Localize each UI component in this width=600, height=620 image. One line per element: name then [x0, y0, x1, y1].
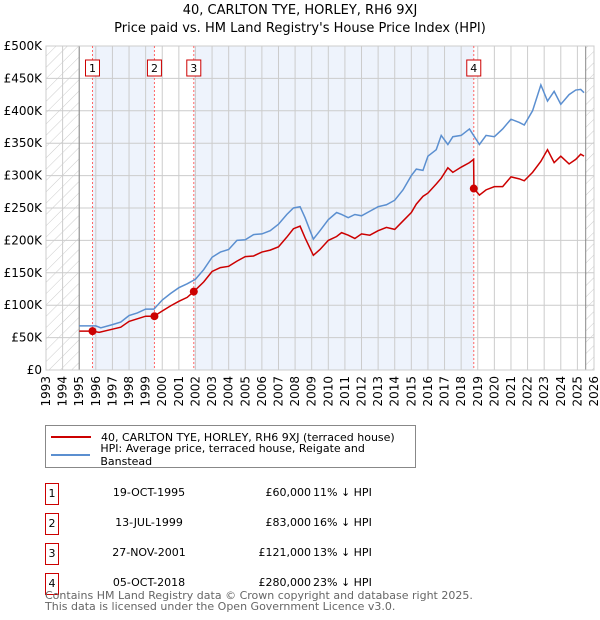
- x-tick-label: 2013: [371, 376, 385, 407]
- y-tick-label: £500K: [4, 39, 44, 53]
- x-tick-label: 2002: [188, 376, 202, 407]
- y-tick-label: £200K: [4, 233, 44, 247]
- x-tick-label: 2014: [388, 376, 402, 407]
- legend: 40, CARLTON TYE, HORLEY, RH6 9XJ (terrac…: [45, 425, 416, 468]
- sale-point: [469, 184, 478, 193]
- x-tick-label: 2009: [305, 376, 319, 407]
- legend-item-property: 40, CARLTON TYE, HORLEY, RH6 9XJ (terrac…: [51, 429, 395, 445]
- x-tick-label: 2005: [238, 376, 252, 407]
- sale-price: £83,000: [265, 516, 312, 529]
- x-tick-label: 2023: [537, 376, 551, 407]
- x-tick-label: 1998: [122, 376, 136, 407]
- legend-label: HPI: Average price, terraced house, Reig…: [100, 442, 365, 468]
- legend-swatch-red: [51, 436, 91, 438]
- sale-date: 13-JUL-1999: [115, 516, 183, 529]
- price-paid-line: [79, 148, 585, 334]
- x-tick-label: 2022: [521, 376, 535, 407]
- sale-point: [150, 312, 159, 321]
- sale-label-box: [186, 59, 202, 77]
- footer: Contains HM Land Registry data © Crown c…: [45, 590, 473, 612]
- x-tick-label: 2016: [421, 376, 435, 407]
- x-tick-label: 2024: [554, 376, 568, 407]
- sale-date: 19-OCT-1995: [112, 486, 186, 499]
- x-tick-label: 2010: [321, 376, 335, 407]
- legend-label: 40, CARLTON TYE, HORLEY, RH6 9XJ (terrac…: [101, 430, 395, 444]
- y-tick-label: £450K: [4, 71, 44, 85]
- x-tick-label: 2003: [205, 376, 219, 407]
- sale-hpi-diff: 23% ↓ HPI: [313, 576, 372, 589]
- legend-item-hpi: HPI: Average price, terraced house, Reig…: [51, 442, 415, 468]
- x-tick-label: 1993: [39, 376, 53, 407]
- x-tick-label: 1999: [139, 376, 153, 407]
- x-tick-label: 2021: [504, 376, 518, 407]
- x-tick-label: 2026: [587, 376, 600, 407]
- y-tick-label: £250K: [4, 201, 44, 215]
- price-chart: 1993 1994 1995 1996 1997 1998 1999 2000 2001 2002…: [4, 39, 600, 407]
- sale-hpi-diff: 13% ↓ HPI: [313, 546, 372, 559]
- footer-line: This data is licensed under the Open Gov…: [45, 600, 396, 613]
- y-tick-label: £100K: [4, 298, 44, 312]
- x-tick-label: 2020: [487, 376, 501, 407]
- x-tick-label: 2006: [255, 376, 269, 407]
- sale-price: £121,000: [258, 546, 312, 559]
- sale-label: 4: [470, 62, 477, 75]
- x-tick-label: 2025: [570, 376, 584, 407]
- sale-label-box: [146, 59, 162, 77]
- sale-number: 1: [45, 483, 59, 505]
- sale-label-box: [84, 59, 100, 77]
- footer-line: Contains HM Land Registry data © Crown c…: [45, 589, 473, 602]
- sale-date: 05-OCT-2018: [112, 576, 186, 589]
- sale-point: [88, 327, 97, 336]
- x-tick-label: 2018: [454, 376, 468, 407]
- hpi-line: [79, 82, 585, 329]
- x-tick-label: 2012: [355, 376, 369, 407]
- sale-row: 3 27-NOV-2001 £121,000 13% ↓ HPI: [45, 543, 405, 565]
- sale-row: 1 19-OCT-1995 £60,000 11% ↓ HPI: [45, 483, 405, 505]
- x-tick-label: 1996: [89, 376, 103, 407]
- sale-label: 3: [190, 62, 197, 75]
- sale-price: £60,000: [265, 486, 312, 499]
- x-tick-label: 2008: [288, 376, 302, 407]
- x-tick-label: 2011: [338, 376, 352, 407]
- y-tick-label: £150K: [4, 266, 44, 280]
- sale-number: 2: [45, 513, 59, 535]
- x-tick-label: 2019: [471, 376, 485, 407]
- x-tick-label: 2017: [438, 376, 452, 407]
- x-tick-label: 2004: [222, 376, 236, 407]
- x-tick-label: 2000: [155, 376, 169, 407]
- y-tick-label: £350K: [4, 136, 44, 150]
- sale-number: 3: [45, 543, 59, 565]
- sale-label: 2: [151, 62, 158, 75]
- sale-price: £280,000: [258, 576, 312, 589]
- sale-point: [189, 287, 198, 296]
- sale-row: 4 05-OCT-2018 £280,000 23% ↓ HPI: [45, 573, 405, 595]
- chart-title: 40, CARLTON TYE, HORLEY, RH6 9XJ: [182, 3, 418, 18]
- x-tick-label: 1994: [56, 376, 70, 407]
- sale-label-box: [466, 59, 482, 77]
- x-tick-label: 2015: [404, 376, 418, 407]
- sale-number: 4: [45, 573, 59, 595]
- sale-hpi-diff: 16% ↓ HPI: [313, 516, 372, 529]
- chart-subtitle: Price paid vs. HM Land Registry's House …: [114, 21, 486, 36]
- y-tick-label: £400K: [4, 104, 44, 118]
- x-tick-label: 1997: [105, 376, 119, 407]
- y-tick-label: £50K: [11, 331, 43, 345]
- sale-date: 27-NOV-2001: [112, 546, 186, 559]
- y-tick-label: £300K: [4, 169, 44, 183]
- x-tick-label: 2001: [172, 376, 186, 407]
- sale-hpi-diff: 11% ↓ HPI: [313, 486, 372, 499]
- plot-border: [45, 45, 595, 371]
- sale-label: 1: [89, 62, 96, 75]
- x-tick-label: 1995: [72, 376, 86, 407]
- sale-row: 2 13-JUL-1999 £83,000 16% ↓ HPI: [45, 513, 405, 535]
- x-tick-label: 2007: [271, 376, 285, 407]
- y-tick-label: £0: [27, 363, 42, 377]
- legend-swatch-blue: [51, 454, 91, 456]
